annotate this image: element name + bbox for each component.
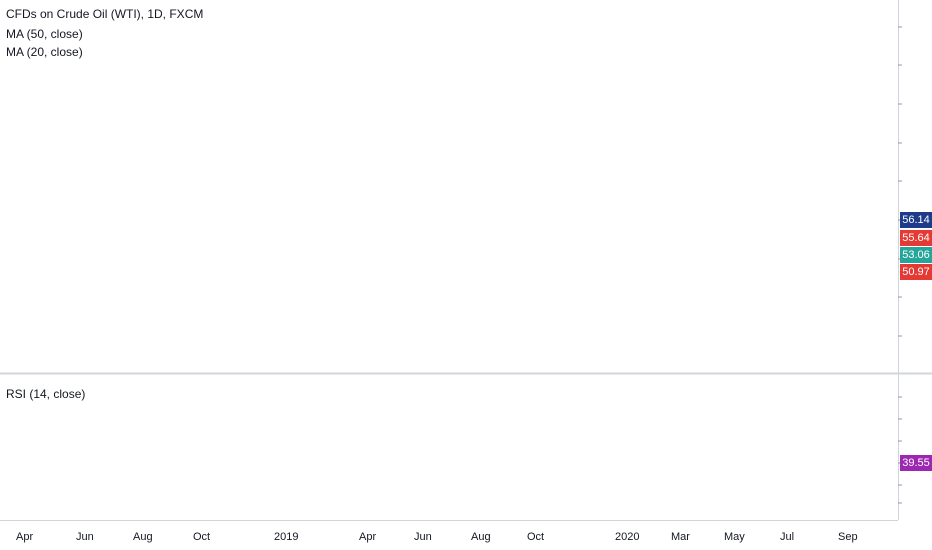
time-axis-label: 2019 <box>274 531 298 543</box>
time-axis-label: Sep <box>838 531 858 543</box>
time-axis-label: Aug <box>471 531 491 543</box>
time-axis-label: Oct <box>527 531 544 543</box>
chart-title: CFDs on Crude Oil (WTI), 1D, FXCM <box>6 7 204 21</box>
price-tag-support: 50.97 <box>900 264 932 280</box>
price-tag-last: 53.06 <box>900 247 932 263</box>
rsi-legend: RSI (14, close) <box>6 387 86 401</box>
time-axis-label: 2020 <box>615 531 639 543</box>
time-axis-label: Apr <box>16 531 33 543</box>
time-axis-label: Apr <box>359 531 376 543</box>
price-tag-ma50: 55.64 <box>900 230 932 246</box>
time-axis-label: May <box>724 531 745 543</box>
ma50-legend: MA (50, close) <box>6 27 83 41</box>
price-tag-ma20: 56.14 <box>900 212 932 228</box>
time-axis-label: Jul <box>780 531 794 543</box>
time-axis-label: Oct <box>193 531 210 543</box>
price-tag-rsi: 39.55 <box>900 455 932 471</box>
time-axis-label: Jun <box>414 531 432 543</box>
time-axis-label: Jun <box>76 531 94 543</box>
time-axis-label: Aug <box>133 531 153 543</box>
time-axis-label: Mar <box>671 531 690 543</box>
ma20-legend: MA (20, close) <box>6 45 83 59</box>
